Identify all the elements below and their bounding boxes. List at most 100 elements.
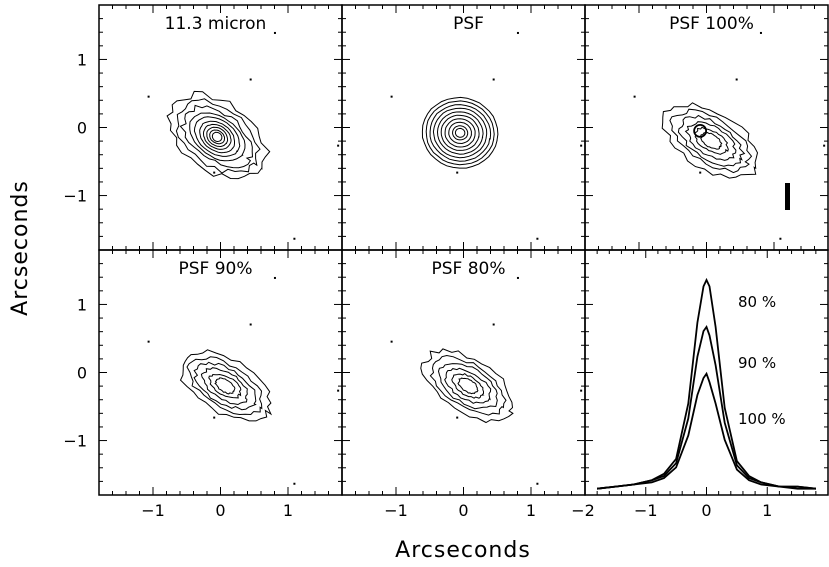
noise-speck [536, 482, 539, 485]
noise-speck [147, 340, 150, 343]
contour-line [189, 112, 246, 162]
contour-line [693, 123, 708, 138]
noise-speck [516, 31, 519, 34]
contour-line [669, 108, 753, 174]
x-axis-label: Arcseconds [395, 538, 531, 563]
panel-ticks [584, 4, 829, 251]
contour-plot [633, 31, 826, 240]
contour-line [208, 373, 242, 399]
y-tick-label: 0 [77, 119, 87, 138]
contour-line [420, 348, 514, 424]
contour-line [209, 129, 225, 145]
noise-speck [456, 171, 459, 174]
noise-speck [735, 78, 738, 81]
y-tick-label: 1 [77, 295, 87, 314]
contour-line [193, 361, 257, 411]
noise-speck [492, 323, 495, 326]
contour-plot [390, 276, 583, 485]
panel-ticks [341, 249, 586, 496]
contour-line [193, 116, 241, 157]
panel-title: 11.3 micron [165, 14, 267, 34]
noise-speck [390, 95, 393, 98]
y-tick-label: −1 [63, 432, 87, 451]
panel-frame [341, 249, 586, 496]
x-tick-label: −1 [384, 501, 408, 520]
contour-line [454, 127, 466, 138]
curve-label: 80 % [738, 293, 776, 311]
profile-line [596, 324, 817, 490]
noise-speck [293, 237, 296, 240]
x-tick-label: 1 [283, 501, 293, 520]
contour-line [179, 104, 254, 169]
scale-bar [785, 183, 790, 210]
panel-frame [584, 4, 829, 251]
x-tick-label: 0 [701, 501, 711, 520]
curve-label: 90 % [738, 354, 776, 372]
contour-line [677, 114, 746, 167]
contour-line [429, 354, 507, 416]
contour-plot [390, 31, 583, 240]
curve-label: 100 % [738, 410, 786, 428]
contour-line [425, 100, 495, 166]
noise-speck [699, 171, 702, 174]
profile-line [596, 277, 817, 490]
contour-plot [147, 276, 340, 485]
x-tick-label: −1 [141, 501, 165, 520]
panel-ticks [341, 4, 586, 251]
contour-line [429, 104, 492, 162]
noise-speck [456, 416, 459, 419]
panel-title: PSF 80% [431, 259, 505, 279]
y-tick-label: −1 [63, 187, 87, 206]
noise-speck [273, 276, 276, 279]
panel-ticks [584, 249, 829, 496]
noise-speck [536, 237, 539, 240]
noise-speck [580, 144, 583, 147]
contour-line [186, 356, 263, 416]
noise-speck [213, 171, 216, 174]
panel-grid: 11.3 micron 1 0 −1 PSF PSF 100% PSF 90% 1 0 −1 −1 0… [63, 4, 829, 520]
contour-line [211, 131, 223, 142]
contour-line [436, 111, 484, 155]
panel-title: PSF 100% [669, 14, 754, 34]
contour-line [175, 98, 261, 174]
x-tick-label: 0 [458, 501, 468, 520]
contour-line [694, 126, 729, 155]
panel-ticks [98, 249, 343, 496]
noise-speck [249, 323, 252, 326]
x-tick-label: 0 [215, 501, 225, 520]
y-tick-label: 0 [77, 364, 87, 383]
noise-speck [293, 482, 296, 485]
contour-line [457, 377, 479, 395]
contour-line [661, 102, 759, 179]
panel-frame [341, 4, 586, 251]
noise-speck [273, 31, 276, 34]
contour-line [684, 121, 737, 161]
noise-speck [147, 95, 150, 98]
contour-line [700, 131, 723, 150]
contour-line [444, 367, 492, 404]
noise-speck [337, 389, 340, 392]
contour-line [432, 107, 488, 159]
noise-speck [633, 95, 636, 98]
profile-line [596, 371, 816, 490]
contour-line [200, 367, 248, 406]
panel-title: PSF [453, 14, 484, 34]
y-axis-label: Arcseconds [8, 180, 33, 316]
contour-line [451, 372, 485, 399]
x-tick-label: −1 [634, 501, 658, 520]
noise-speck [249, 78, 252, 81]
contour-line [437, 363, 498, 410]
x-tick-label: 1 [762, 501, 772, 520]
noise-speck [337, 144, 340, 147]
contour-line [214, 377, 236, 395]
contour-line [179, 349, 273, 422]
noise-speck [580, 389, 583, 392]
contour-line [448, 121, 473, 145]
noise-speck [213, 416, 216, 419]
panel-frame [98, 249, 343, 496]
contour-line [444, 118, 476, 148]
contour-line [440, 114, 480, 151]
x-tick-label: −2 [571, 501, 595, 520]
y-tick-label: 1 [77, 50, 87, 69]
